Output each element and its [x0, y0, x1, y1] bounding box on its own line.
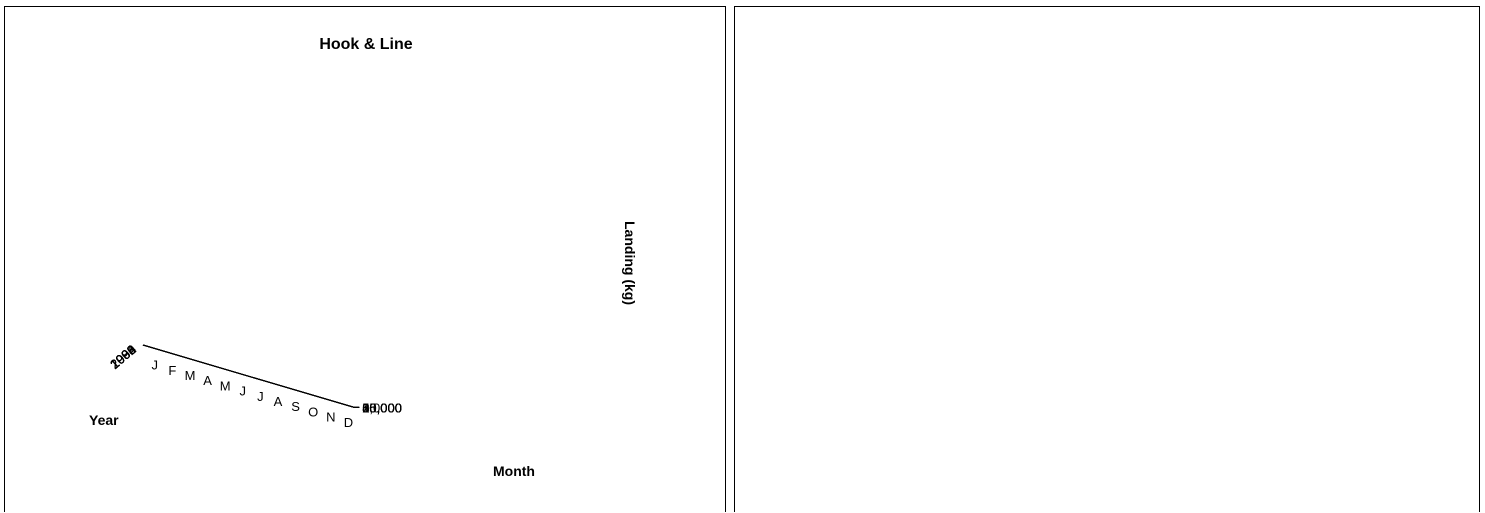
z-tick-label: 25,000 [362, 400, 402, 415]
month-tick-label: A [203, 373, 212, 388]
hook-line-chart: Hook & Line 05,00010,00015,00020,00025,00… [89, 36, 638, 479]
month-axis-line [142, 344, 355, 408]
z-tick-label: 15,000 [362, 400, 402, 415]
z-tick-label: 40,000 [362, 400, 402, 415]
z-tick-label: 10,000 [362, 400, 402, 415]
year-axis-label: Year [89, 412, 119, 428]
month-tick-label: S [291, 399, 300, 414]
month-tick-label: J [152, 358, 159, 373]
month-tick-label: F [168, 363, 176, 378]
z-tick-label: 5,000 [362, 400, 395, 415]
month-tick-label: J [257, 389, 264, 404]
hook-line-chart-panel: Hook & Line 0 5,000 10,000 15,000 20,000 25,00… [4, 6, 726, 512]
month-axis-label: Month [493, 463, 535, 479]
longline-chart-panel [734, 6, 1480, 512]
month-tick-label: J [240, 384, 247, 399]
month-tick-label: O [308, 404, 318, 419]
z-tick-label: 35,000 [362, 400, 402, 415]
month-tick-label: M [220, 378, 231, 393]
z-tick-label: 30,000 [362, 400, 402, 415]
month-tick-label: D [344, 415, 353, 430]
z-axis-label: Landing (kg) [622, 221, 638, 305]
month-tick-label: N [326, 410, 335, 425]
z-tick-label: 0 [362, 400, 369, 415]
year-tick-label: 2006 [107, 342, 139, 372]
month-tick-label: A [274, 394, 283, 409]
z-tick-label: 20,000 [362, 400, 402, 415]
longline-chart [735, 7, 1481, 513]
month-tick-label: M [185, 368, 196, 383]
chart-title: Hook & Line [319, 36, 412, 53]
